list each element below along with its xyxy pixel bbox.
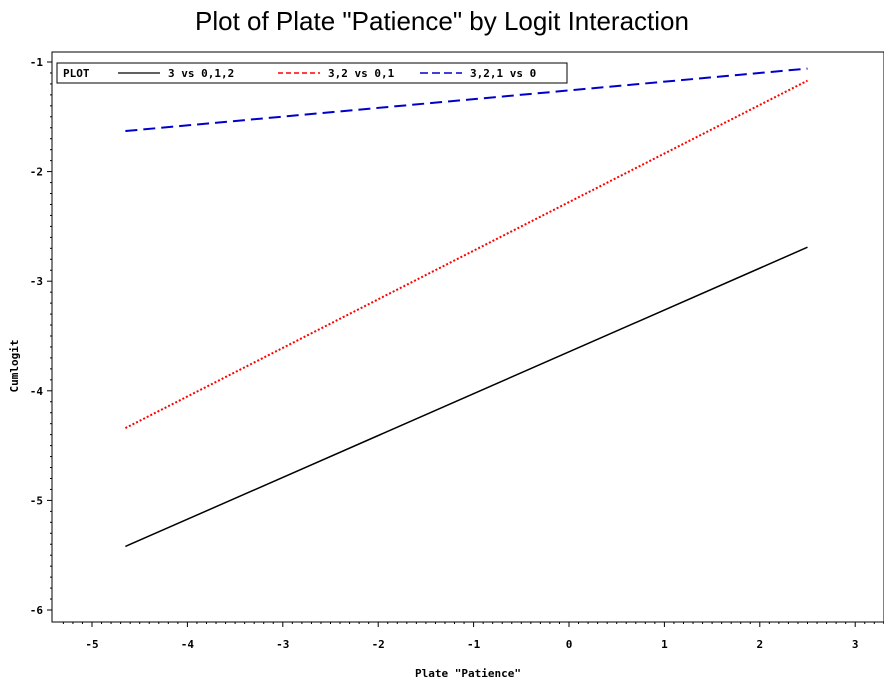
x-tick-label: 1 bbox=[661, 638, 668, 651]
y-tick-label: -6 bbox=[30, 604, 44, 617]
y-axis-label: Cumlogit bbox=[8, 340, 21, 393]
x-tick-label: 2 bbox=[756, 638, 763, 651]
x-tick-label: -3 bbox=[276, 638, 289, 651]
x-tick-label: -2 bbox=[372, 638, 385, 651]
series-line-3 bbox=[125, 67, 808, 133]
plot-area-frame bbox=[51, 51, 884, 623]
x-tick-label: -1 bbox=[467, 638, 481, 651]
legend: PLOT 3 vs 0,1,2 3,2 vs 0,1 3,2,1 vs 0 bbox=[56, 62, 568, 84]
series-layer bbox=[124, 67, 808, 548]
x-axis-label: Plate "Patience" bbox=[415, 667, 521, 680]
y-tick-label: -3 bbox=[30, 275, 43, 288]
x-tick-label: 3 bbox=[852, 638, 859, 651]
x-axis: -5 -4 -3 -2 -1 0 1 2 3 bbox=[62, 622, 884, 651]
series-line-1 bbox=[125, 246, 808, 548]
y-tick-label: -5 bbox=[30, 494, 43, 507]
y-tick-label: -4 bbox=[30, 385, 44, 398]
legend-label-1: 3 vs 0,1,2 bbox=[168, 67, 234, 80]
y-tick-label: -2 bbox=[30, 166, 43, 179]
x-tick-label: -5 bbox=[85, 638, 98, 651]
y-tick-label: -1 bbox=[30, 56, 44, 69]
x-tick-label: -4 bbox=[181, 638, 195, 651]
legend-label-3: 3,2,1 vs 0 bbox=[470, 67, 536, 80]
legend-title: PLOT bbox=[63, 67, 90, 80]
legend-label-2: 3,2 vs 0,1 bbox=[328, 67, 395, 80]
y-axis: -6 -5 -4 -3 -2 -1 bbox=[30, 56, 52, 617]
chart-title: Plot of Plate "Patience" by Logit Intera… bbox=[195, 6, 689, 36]
series-line-2 bbox=[124, 79, 808, 429]
x-tick-label: 0 bbox=[566, 638, 573, 651]
